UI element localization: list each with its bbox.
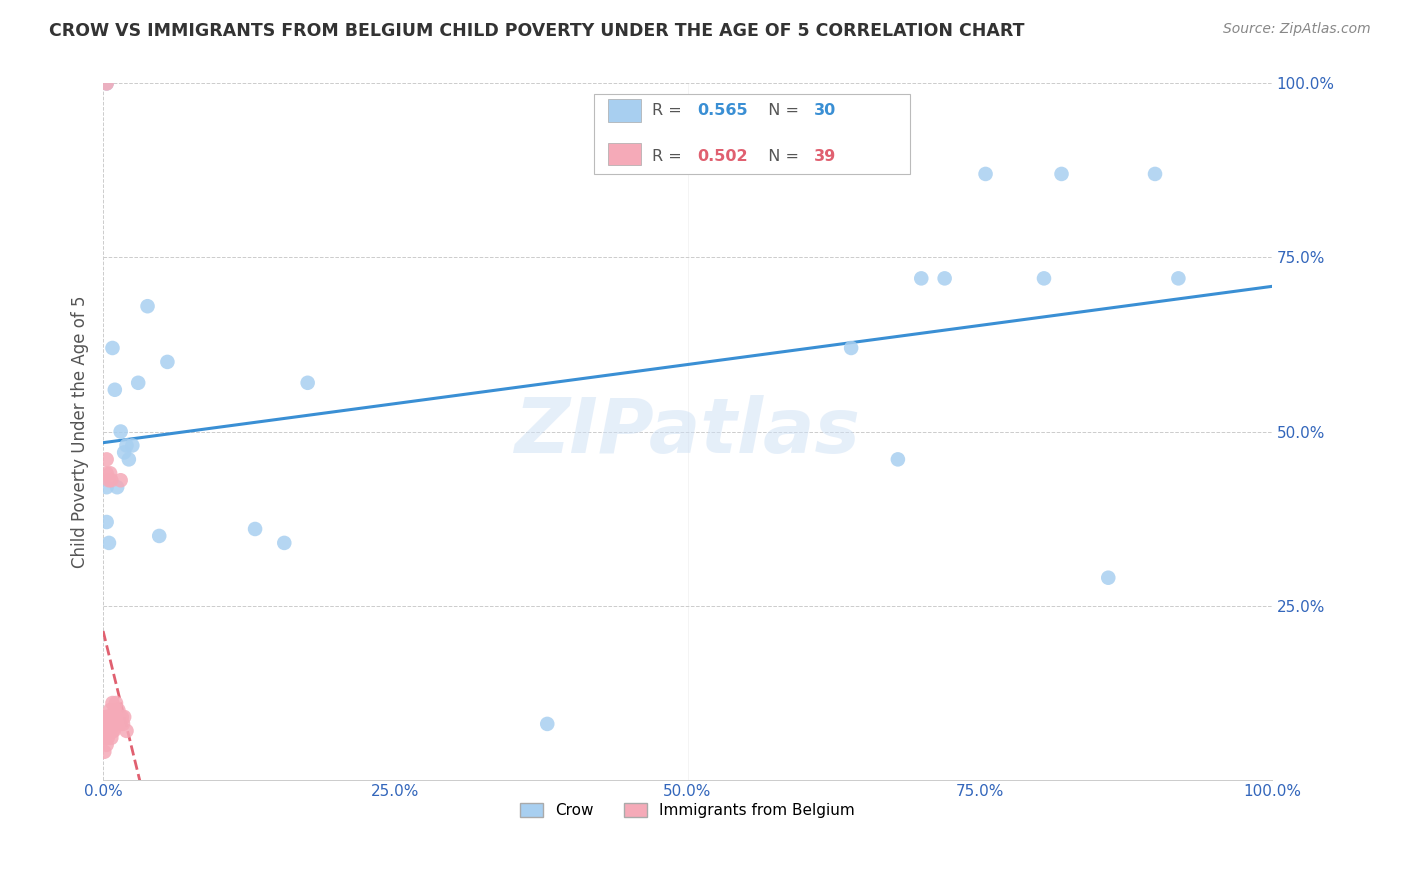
Text: N =: N = <box>758 148 804 163</box>
Point <box>96 467 118 481</box>
Point <box>839 341 862 355</box>
Point <box>96 738 118 752</box>
Point <box>136 299 159 313</box>
Point <box>94 717 117 731</box>
Point <box>297 376 319 390</box>
Point <box>101 696 124 710</box>
Point <box>111 710 134 724</box>
Point <box>101 341 124 355</box>
Point <box>273 536 295 550</box>
Text: ZIPatlas: ZIPatlas <box>515 394 860 468</box>
Text: 39: 39 <box>814 148 837 163</box>
Text: R =: R = <box>652 103 688 118</box>
Point <box>97 710 120 724</box>
Point <box>98 467 121 481</box>
Point <box>96 480 118 494</box>
Point <box>110 425 132 439</box>
Point <box>96 515 118 529</box>
Point <box>101 723 124 738</box>
Point <box>104 717 127 731</box>
Point <box>94 723 117 738</box>
Point <box>93 731 115 745</box>
Point <box>115 438 138 452</box>
Point <box>96 723 118 738</box>
FancyBboxPatch shape <box>593 94 910 174</box>
Point <box>118 452 141 467</box>
Point <box>934 271 956 285</box>
Point <box>974 167 997 181</box>
Text: 0.565: 0.565 <box>697 103 748 118</box>
Point <box>98 710 121 724</box>
Point <box>156 355 179 369</box>
Point <box>127 376 149 390</box>
Text: N =: N = <box>758 103 804 118</box>
Point <box>103 710 125 724</box>
Point <box>910 271 932 285</box>
Text: 30: 30 <box>814 103 837 118</box>
Point <box>105 710 128 724</box>
Text: R =: R = <box>652 148 688 163</box>
Point <box>108 710 131 724</box>
Point <box>1143 167 1166 181</box>
Point <box>100 473 122 487</box>
Point <box>96 452 118 467</box>
Text: Source: ZipAtlas.com: Source: ZipAtlas.com <box>1223 22 1371 37</box>
Point <box>1033 271 1056 285</box>
Point <box>96 710 118 724</box>
Point <box>98 536 121 550</box>
Point <box>243 522 266 536</box>
Bar <box>607 143 641 165</box>
Point <box>110 717 132 731</box>
Point <box>98 723 121 738</box>
Point <box>112 445 135 459</box>
Point <box>536 717 558 731</box>
Point <box>121 438 143 452</box>
Legend: Crow, Immigrants from Belgium: Crow, Immigrants from Belgium <box>513 797 860 824</box>
Point <box>96 77 118 91</box>
Point <box>104 383 127 397</box>
Text: 0.502: 0.502 <box>697 148 748 163</box>
Point <box>101 710 124 724</box>
Point <box>96 77 118 91</box>
Point <box>104 717 127 731</box>
Point <box>110 473 132 487</box>
Point <box>100 717 122 731</box>
Point <box>103 723 125 738</box>
Y-axis label: Child Poverty Under the Age of 5: Child Poverty Under the Age of 5 <box>72 295 89 568</box>
Point <box>98 703 121 717</box>
Text: CROW VS IMMIGRANTS FROM BELGIUM CHILD POVERTY UNDER THE AGE OF 5 CORRELATION CHA: CROW VS IMMIGRANTS FROM BELGIUM CHILD PO… <box>49 22 1025 40</box>
Point <box>1167 271 1189 285</box>
Point <box>104 703 127 717</box>
Point <box>111 717 134 731</box>
Point <box>887 452 910 467</box>
Point <box>104 696 127 710</box>
Point <box>98 473 121 487</box>
Point <box>105 480 128 494</box>
Point <box>148 529 170 543</box>
Point <box>107 703 129 717</box>
Point <box>112 710 135 724</box>
Point <box>98 723 121 738</box>
Bar <box>607 99 641 121</box>
Point <box>100 731 122 745</box>
Point <box>1050 167 1073 181</box>
Point <box>93 745 115 759</box>
Point <box>97 731 120 745</box>
Point <box>1097 571 1119 585</box>
Point <box>115 723 138 738</box>
